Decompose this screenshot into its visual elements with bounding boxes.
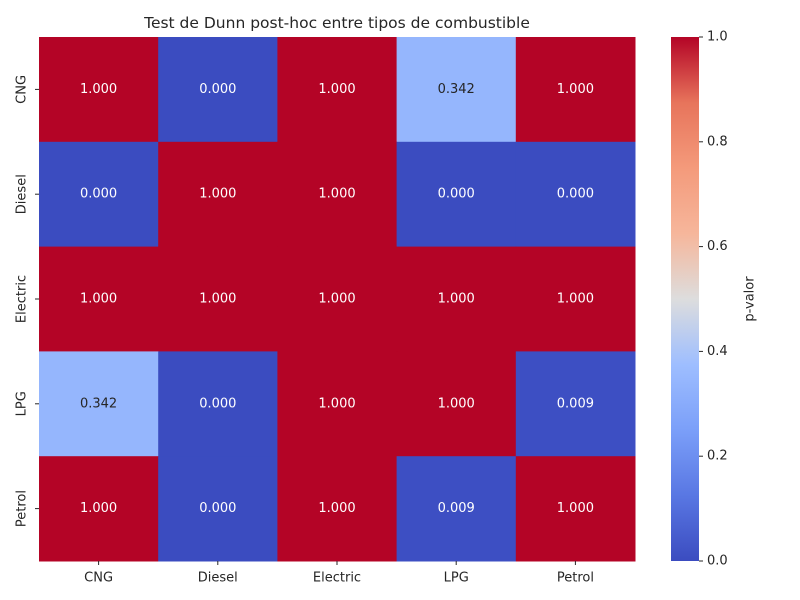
colorbar-axis: 0.0 0.2 0.4 0.6 0.8 1.0 [699,30,728,569]
heatmap-cell [277,456,398,562]
colorbar-tick-label: 0.2 [707,449,728,464]
heatmap-cells: 1.000 0.000 1.000 0.342 1.000 0.000 1.000 1.000… [39,37,636,562]
cell-value-label: 1.000 [557,82,594,97]
heatmap-cell [277,246,398,352]
heatmap-cell [158,141,278,248]
x-tick-label: Petrol [557,571,594,586]
cell-value-label: 1.000 [318,292,355,307]
cell-value-label: 1.000 [318,501,355,516]
heatmap-cell [39,351,159,457]
heatmap-cell [158,37,278,143]
heatmap-cell [396,351,517,457]
x-axis: CNG Diesel Electric LPG Petrol [84,561,594,586]
heatmap-cell [515,456,636,562]
heatmap-cell [277,351,398,457]
cell-value-label: 1.000 [80,501,117,516]
x-tick-label: CNG [84,571,113,586]
cell-value-label: 1.000 [557,292,594,307]
cell-value-label: 0.009 [438,501,475,516]
heatmap-cell [396,246,517,352]
heatmap-cell [396,37,517,143]
cell-value-label: 1.000 [438,292,475,307]
y-tick-label: Electric [15,275,30,323]
colorbar-tick-label: 0.8 [707,134,728,149]
x-tick-label: Diesel [198,571,238,586]
heatmap-cell [158,246,278,352]
heatmap-cell [39,141,159,248]
colorbar-tick-label: 0.0 [707,554,728,569]
y-axis: CNG Diesel Electric LPG Petrol [15,75,39,527]
cell-value-label: 0.342 [438,82,475,97]
colorbar-tick-label: 1.0 [707,30,728,45]
y-tick-label: Petrol [15,490,30,527]
cell-value-label: 0.000 [199,396,236,411]
cell-value-label: 0.000 [199,82,236,97]
cell-value-label: 0.009 [557,396,594,411]
colorbar-tick-label: 0.4 [707,344,728,359]
cell-value-label: 1.000 [80,292,117,307]
cell-value-label: 1.000 [318,396,355,411]
y-tick-label: Diesel [15,174,30,214]
colorbar [671,37,699,561]
heatmap-cell [396,456,517,562]
colorbar-tick-label: 0.6 [707,239,728,254]
heatmap-cell [396,141,517,248]
cell-value-label: 0.000 [557,187,594,202]
heatmap-cell [515,351,636,457]
cell-value-label: 0.000 [199,501,236,516]
heatmap-cell [277,141,398,248]
heatmap-cell [515,246,636,352]
heatmap-cell [515,141,636,248]
cell-value-label: 1.000 [557,501,594,516]
cell-value-label: 1.000 [318,82,355,97]
cell-value-label: 1.000 [438,396,475,411]
y-tick-label: CNG [15,75,30,104]
heatmap-cell [39,246,159,352]
cell-value-label: 0.000 [80,187,117,202]
heatmap-cell [277,37,398,143]
cell-value-label: 1.000 [80,82,117,97]
heatmap-cell [39,456,159,562]
heatmap-cell [158,456,278,562]
x-tick-label: Electric [313,571,361,586]
colorbar-label: p-valor [743,276,758,322]
cell-value-label: 1.000 [318,187,355,202]
chart-title: Test de Dunn post-hoc entre tipos de com… [143,14,530,32]
heatmap-cell [515,37,636,143]
cell-value-label: 1.000 [199,292,236,307]
cell-value-label: 0.342 [80,396,117,411]
heatmap-cell [158,351,278,457]
cell-value-label: 1.000 [199,187,236,202]
cell-value-label: 0.000 [438,187,475,202]
x-tick-label: LPG [444,571,469,586]
heatmap-cell [39,37,159,143]
y-tick-label: LPG [15,391,30,416]
